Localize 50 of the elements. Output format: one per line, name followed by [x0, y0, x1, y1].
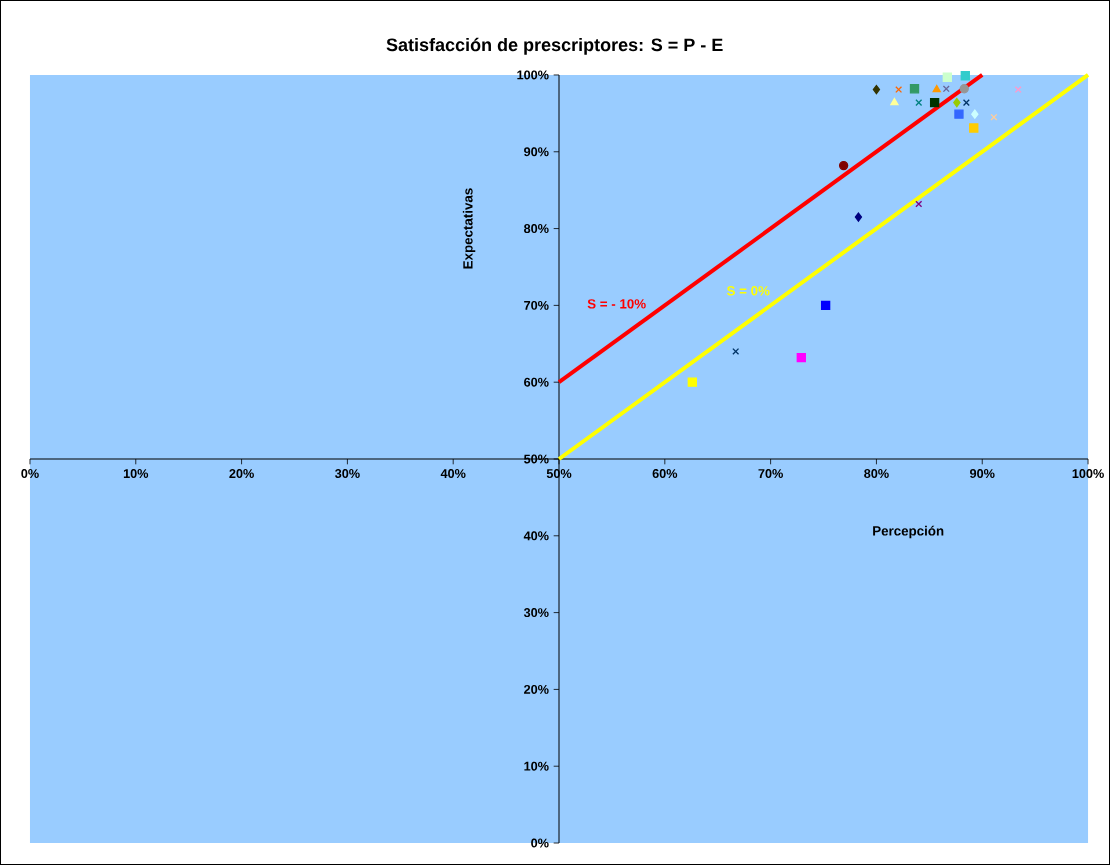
series-label: S = - 10% — [587, 299, 646, 309]
y-tick-label: 50% — [524, 454, 549, 464]
x-tick-label: 10% — [123, 469, 149, 479]
point — [820, 300, 831, 311]
x-tick-label: 100% — [1072, 469, 1104, 479]
point — [929, 97, 940, 108]
x-tick-label: 80% — [864, 469, 889, 479]
point — [971, 109, 979, 119]
x-tick-label: 70% — [758, 469, 783, 479]
point — [954, 109, 964, 119]
x-tick-label: 30% — [335, 469, 360, 479]
x-axis-title: Percepción — [873, 525, 944, 539]
point — [953, 97, 961, 108]
y-tick-label: 40% — [523, 531, 549, 541]
point — [687, 377, 697, 387]
point — [915, 200, 923, 208]
point — [796, 352, 806, 363]
series-label: S = 0% — [726, 286, 770, 296]
y-tick-label: 30% — [523, 608, 549, 618]
point — [838, 160, 849, 171]
y-tick-label: 80% — [524, 224, 549, 234]
x-tick-label: 20% — [229, 469, 254, 479]
x-tick-label: 90% — [970, 469, 995, 479]
point — [872, 84, 881, 95]
point — [915, 99, 923, 107]
point — [854, 212, 863, 222]
x-tick-label: 0% — [21, 469, 39, 479]
x-tick-label: 50% — [546, 469, 572, 479]
x-tick-label: 60% — [652, 469, 678, 479]
y-tick-label: 100% — [517, 70, 549, 80]
point — [960, 71, 970, 81]
point — [895, 86, 903, 94]
point — [990, 113, 998, 121]
point — [1014, 86, 1022, 94]
chart-title: Satisfacción de prescriptores: S = P - E — [386, 37, 723, 55]
point — [942, 72, 952, 82]
point — [890, 97, 899, 106]
y-tick-label: 90% — [524, 147, 549, 157]
point — [969, 123, 979, 133]
x-tick-label: 40% — [440, 469, 466, 479]
y-axis-title: Expectativas — [462, 188, 476, 269]
y-tick-label: 70% — [524, 300, 549, 310]
y-tick-label: 20% — [524, 684, 549, 694]
point — [732, 347, 740, 355]
y-tick-label: 0% — [531, 838, 549, 848]
point — [909, 84, 920, 94]
point — [959, 84, 969, 94]
y-tick-label: 10% — [524, 761, 549, 771]
point — [932, 84, 941, 93]
y-tick-label: 60% — [524, 377, 549, 387]
